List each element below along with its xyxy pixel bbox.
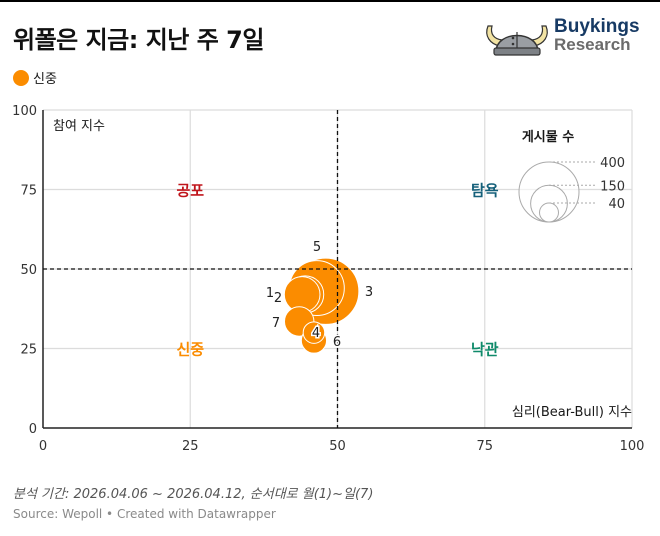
- top-border: [0, 0, 660, 2]
- logo-text-line1: Buykings: [554, 16, 640, 37]
- y-tick-label: 100: [12, 104, 37, 119]
- point-label: 5: [313, 240, 321, 255]
- size-legend-title: 게시물 수: [522, 130, 574, 145]
- quadrant-label: 탐욕: [471, 182, 499, 200]
- point-labels: 1 2 3 4 5 6 7: [264, 239, 374, 352]
- x-tick-label: 75: [476, 439, 493, 454]
- y-axis-title: 참여 지수: [53, 119, 105, 134]
- buykings-logo: Buykings Research: [482, 14, 642, 58]
- x-tick-label: 100: [620, 439, 645, 454]
- legend-label: 신중: [33, 72, 57, 87]
- x-tick-label: 25: [182, 439, 199, 454]
- point-label: 4: [312, 326, 320, 341]
- x-tick-label: 0: [39, 439, 47, 454]
- point-label: 2: [274, 291, 282, 306]
- size-legend-value: 40: [608, 197, 625, 212]
- y-tick-label: 50: [20, 263, 37, 278]
- size-legend-value: 150: [600, 179, 625, 194]
- y-tick-label: 25: [20, 343, 37, 358]
- y-tick-label: 0: [29, 422, 37, 437]
- point-label: 6: [333, 335, 341, 350]
- logo-text-line2: Research: [554, 35, 631, 54]
- point-label: 3: [365, 285, 373, 300]
- chart-title: 위폴은 지금: 지난 주 7일: [13, 26, 264, 54]
- source-credit: Source: Wepoll • Created with Datawrappe…: [13, 507, 276, 521]
- size-legend-value: 400: [600, 156, 625, 171]
- quadrant-label: 신중: [176, 341, 204, 359]
- point-label: 1: [266, 286, 274, 301]
- bubbles: [283, 257, 360, 354]
- bubble-point[interactable]: [302, 321, 326, 344]
- quadrant-label: 낙관: [471, 341, 499, 359]
- quadrant-label: 공포: [176, 182, 204, 200]
- size-legend: 게시물 수 400 150 40: [518, 130, 625, 223]
- point-label: 7: [272, 316, 280, 331]
- y-tick-label: 75: [20, 184, 37, 199]
- legend-swatch: [13, 69, 29, 86]
- analysis-period-note: 분석 기간: 2026.04.06 ~ 2026.04.12, 순서대로 월(1…: [13, 487, 374, 502]
- legend: 신중: [13, 68, 57, 87]
- x-axis-title: 심리(Bear-Bull) 지수: [512, 405, 632, 420]
- x-tick-label: 50: [329, 439, 346, 454]
- size-legend-circle: [539, 202, 559, 223]
- reference-lines: [43, 110, 632, 428]
- viking-helmet-icon: [486, 25, 548, 56]
